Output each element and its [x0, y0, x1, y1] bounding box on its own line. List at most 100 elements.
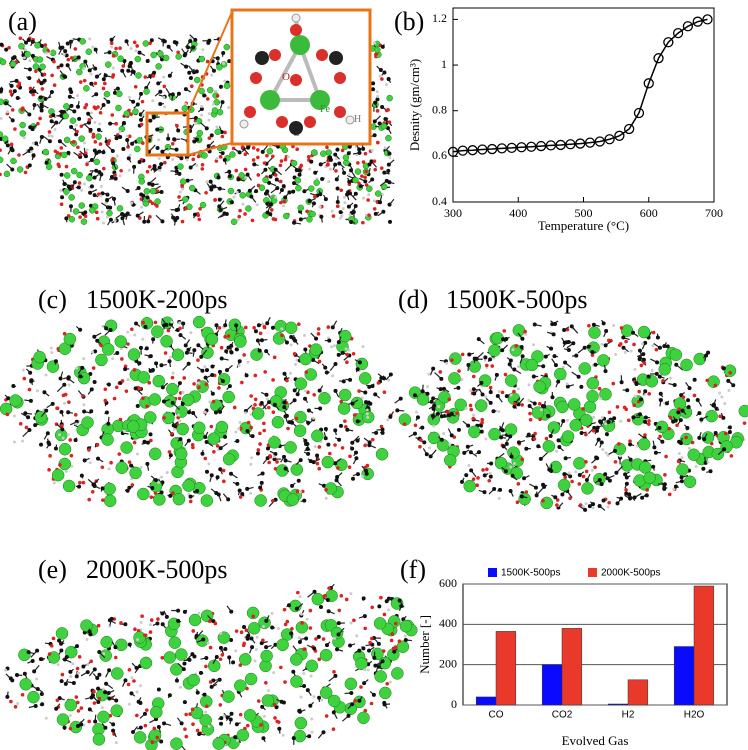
atom: [309, 609, 313, 613]
atom: [389, 372, 393, 376]
atom: [219, 446, 223, 450]
atom: [418, 445, 422, 449]
atom: [659, 398, 663, 402]
atom: [652, 445, 656, 449]
atom: [312, 393, 316, 397]
atom: [234, 323, 238, 327]
atom: [289, 372, 292, 375]
atom: [601, 416, 604, 419]
atom: [128, 96, 131, 99]
atom: [290, 653, 302, 665]
atom: [179, 333, 183, 337]
atom: [663, 482, 667, 486]
atom: [13, 127, 17, 131]
atom: [15, 673, 19, 677]
atom: [176, 609, 180, 613]
atom: [580, 414, 592, 426]
atom: [647, 375, 651, 379]
atom: [89, 461, 92, 464]
atom: [104, 682, 108, 686]
atom: [75, 124, 78, 127]
atom: [306, 447, 310, 451]
atom: [224, 349, 228, 353]
atom: [367, 443, 371, 447]
atom: [31, 659, 35, 663]
atom: [238, 209, 242, 213]
atom: [60, 173, 64, 177]
atom: [541, 404, 545, 408]
atom: [234, 649, 237, 652]
atom: [17, 81, 21, 85]
atom: [223, 335, 227, 339]
atom: [541, 499, 545, 503]
atom: [374, 431, 378, 435]
atom: [564, 456, 568, 460]
atom: [350, 621, 353, 624]
atom: [245, 206, 251, 212]
atom: [387, 180, 391, 184]
atom: [123, 213, 127, 217]
atom: [33, 103, 37, 107]
atom: [739, 405, 748, 417]
atom: [11, 56, 15, 60]
atom: [112, 197, 116, 201]
atom: [509, 465, 512, 468]
atom: [17, 153, 21, 157]
atom: [219, 703, 223, 707]
atom: [149, 495, 153, 499]
atom: [217, 386, 221, 390]
atom: [143, 712, 147, 716]
atom: [254, 398, 258, 402]
atom: [528, 383, 531, 386]
x-tick-label: 300: [444, 206, 462, 220]
atom: [437, 405, 440, 408]
atom: [11, 384, 15, 388]
atom: [153, 375, 165, 387]
atom: [63, 103, 69, 109]
atom: [261, 650, 273, 662]
atom: [89, 659, 93, 663]
atom: [295, 607, 299, 611]
atom: [704, 354, 708, 358]
atom: [212, 450, 216, 454]
atom: [82, 67, 85, 70]
atom: [373, 159, 377, 163]
atom: [337, 161, 341, 165]
atom: [121, 64, 125, 68]
atom: [587, 345, 591, 349]
atom: [77, 485, 81, 489]
atom: [379, 596, 383, 600]
atom: [25, 426, 29, 430]
atom: [528, 404, 532, 408]
panel-title: 1500K-200ps: [86, 285, 228, 314]
atom: [504, 469, 508, 473]
atom: [282, 405, 286, 409]
atom: [382, 71, 386, 75]
atom: [464, 473, 468, 477]
atom: [77, 185, 81, 189]
atom: [374, 53, 378, 57]
atom: [223, 453, 235, 465]
atom: [63, 189, 69, 195]
atom: [59, 648, 63, 652]
atom: [230, 351, 234, 355]
atom: [273, 356, 277, 360]
atom: [356, 161, 360, 165]
atom: [565, 340, 569, 344]
atom: [67, 433, 70, 436]
atom: [386, 418, 389, 421]
atom: [356, 419, 360, 423]
atom: [103, 82, 107, 86]
atom: [223, 435, 227, 439]
atom: [388, 203, 392, 207]
atom: [215, 157, 218, 160]
atom: [307, 734, 311, 738]
atom: [260, 705, 264, 709]
atom: [364, 400, 368, 404]
atom: [252, 158, 256, 162]
atom: [510, 455, 514, 459]
atom: [87, 720, 91, 724]
atom: [56, 151, 60, 155]
atom: [193, 316, 205, 328]
atom: [149, 729, 161, 741]
